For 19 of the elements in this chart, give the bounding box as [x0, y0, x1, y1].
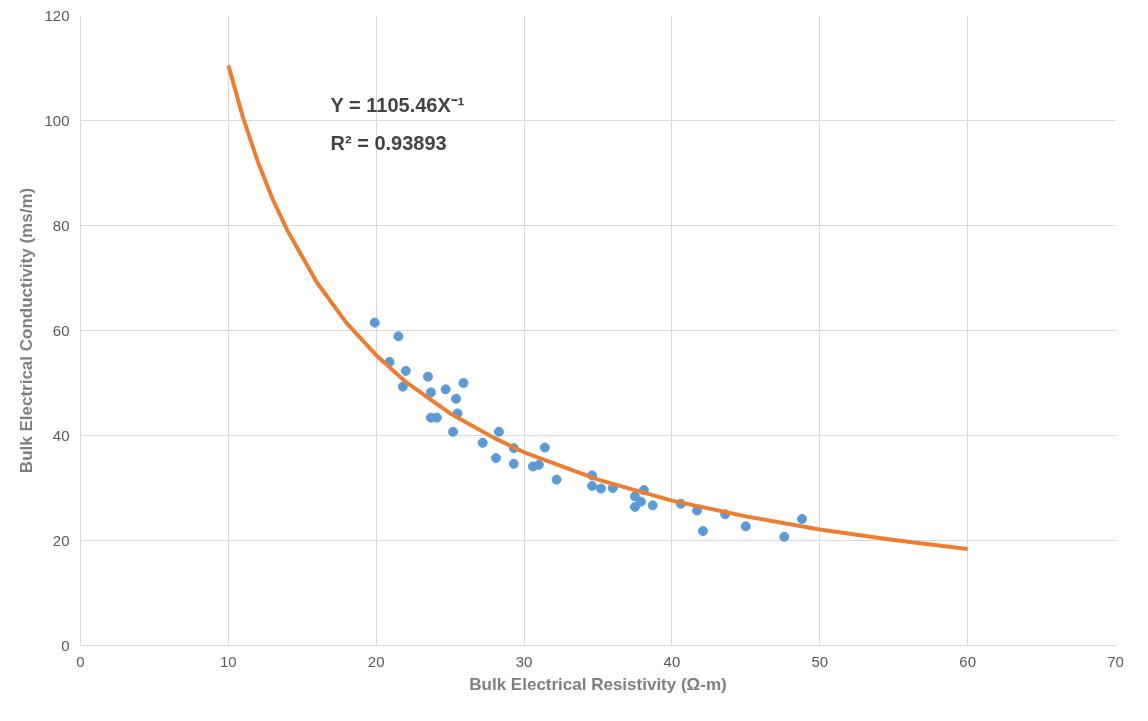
x-tick-label: 10	[220, 652, 237, 670]
y-tick-label: 40	[52, 426, 70, 444]
y-tick-label: 80	[52, 216, 70, 234]
y-tick-label: 100	[44, 111, 70, 129]
x-tick-label: 30	[515, 652, 533, 670]
x-tick-label: 50	[811, 652, 829, 670]
y-tick-label: 60	[52, 321, 70, 339]
x-tick-label: 0	[76, 652, 85, 670]
y-tick-label: 120	[44, 6, 70, 24]
x-axis-title: Bulk Electrical Resistivity (Ω-m)	[469, 674, 727, 694]
y-tick-label: 20	[52, 531, 70, 549]
x-tick-label: 20	[367, 652, 385, 670]
annotation: Y = 1105.46X⁻¹	[330, 93, 465, 116]
annotation: R² = 0.93893	[330, 131, 447, 154]
y-tick-label: 0	[61, 636, 70, 654]
x-tick-label: 60	[959, 652, 976, 670]
x-tick-label: 70	[1107, 652, 1124, 670]
x-tick-label: 40	[663, 652, 681, 670]
y-axis-title: Bulk Electrical Conductivity (ms/m)	[17, 187, 37, 474]
